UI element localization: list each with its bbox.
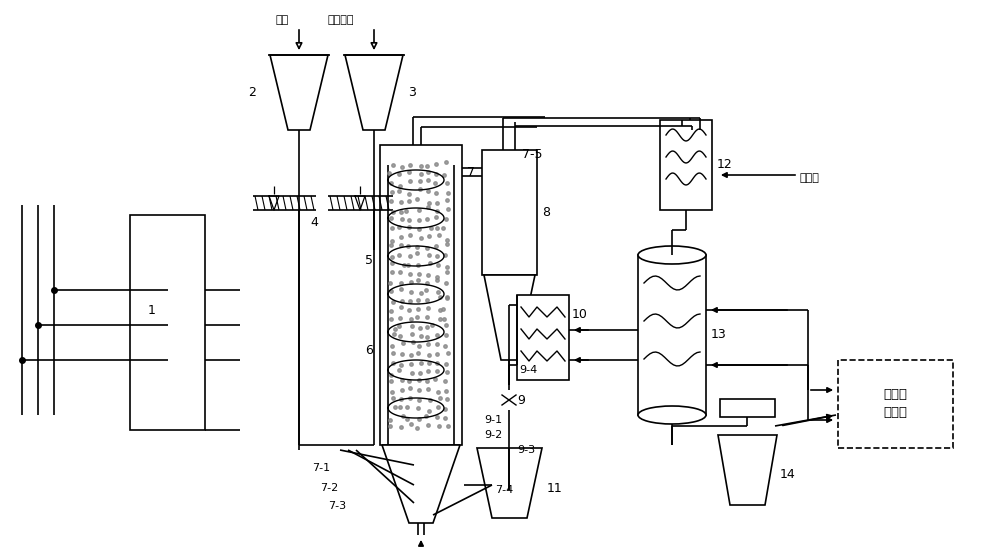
Text: 气化剂: 气化剂	[800, 173, 819, 183]
Text: 7-2: 7-2	[320, 483, 338, 493]
Text: 9-3: 9-3	[517, 445, 535, 455]
Polygon shape	[345, 55, 403, 130]
Bar	[380, 145, 462, 445]
Bar	[838, 360, 953, 448]
Text: 9-4: 9-4	[519, 365, 538, 375]
Text: 13: 13	[711, 329, 727, 341]
Bar	[720, 399, 775, 417]
Text: 9-2: 9-2	[484, 430, 502, 440]
Bar	[517, 295, 569, 380]
Bar	[638, 255, 706, 415]
Text: 4: 4	[310, 215, 317, 229]
Text: 2: 2	[248, 87, 256, 99]
Text: 12: 12	[717, 159, 733, 171]
Text: 化工产
品制备: 化工产 品制备	[883, 388, 907, 420]
Polygon shape	[484, 275, 535, 360]
Text: 5: 5	[365, 254, 373, 266]
Text: 7-3: 7-3	[328, 501, 346, 511]
Text: 14: 14	[780, 468, 796, 482]
Bar	[660, 120, 712, 210]
Text: 9: 9	[517, 393, 525, 406]
Text: 7-5: 7-5	[522, 149, 543, 162]
Text: 煎粉: 煎粉	[275, 15, 289, 25]
Ellipse shape	[638, 246, 706, 264]
Text: 1: 1	[148, 304, 156, 316]
Bar	[482, 150, 537, 275]
Polygon shape	[270, 55, 328, 130]
Text: 10: 10	[572, 309, 588, 321]
Text: 8: 8	[542, 205, 550, 219]
Text: 7-1: 7-1	[312, 463, 330, 473]
Text: 3: 3	[408, 87, 416, 99]
Polygon shape	[718, 435, 777, 505]
Text: 7-4: 7-4	[495, 485, 513, 495]
Bar	[130, 215, 205, 430]
Ellipse shape	[638, 406, 706, 424]
Text: 9-1: 9-1	[484, 415, 502, 425]
Polygon shape	[477, 448, 542, 518]
Text: 石灰石粉: 石灰石粉	[327, 15, 353, 25]
Text: 11: 11	[547, 482, 562, 495]
Text: 6: 6	[365, 344, 373, 356]
Text: 7: 7	[467, 166, 475, 179]
Polygon shape	[382, 445, 460, 523]
